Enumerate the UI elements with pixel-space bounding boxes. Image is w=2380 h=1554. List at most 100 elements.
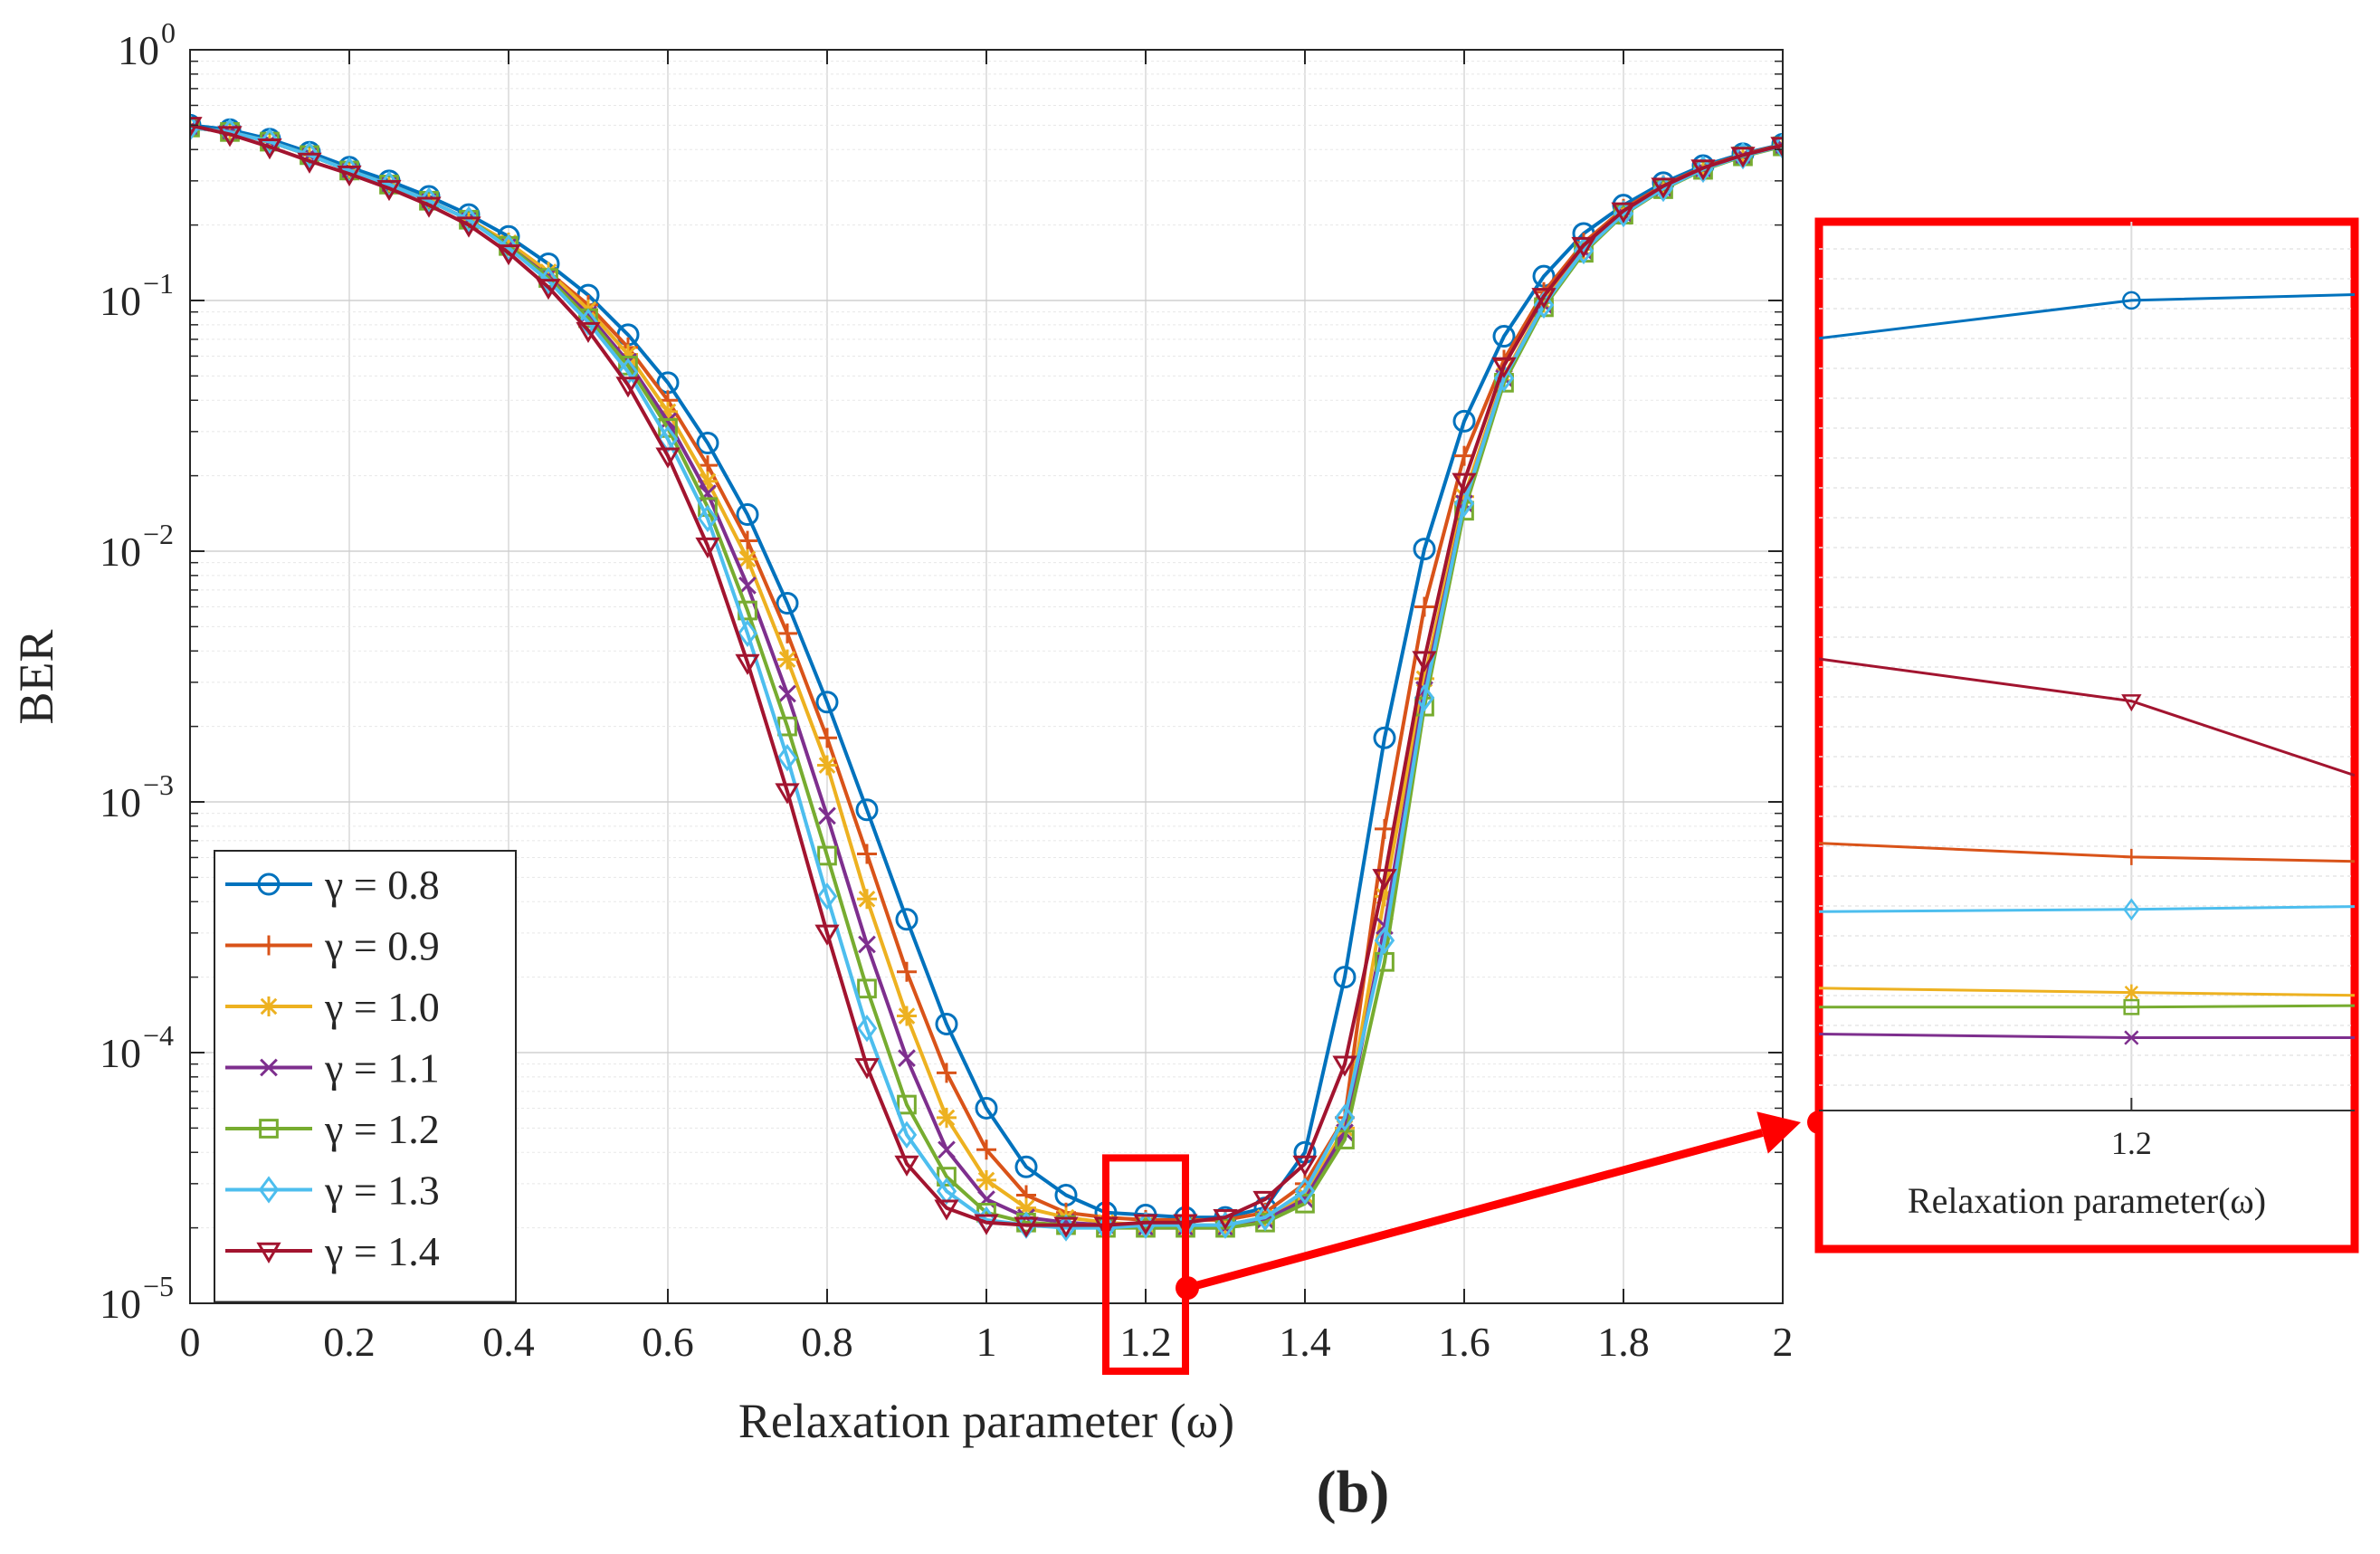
data-point (1214, 1211, 1236, 1239)
data-point (1491, 357, 1517, 378)
legend-label: γ = 1.2 (324, 1106, 440, 1152)
x-tick-label: 0 (180, 1319, 201, 1365)
legend-box (214, 850, 517, 1303)
data-point (1412, 651, 1437, 672)
data-point (695, 537, 720, 559)
y-tick-label: 10 (100, 278, 141, 324)
inset-data-point (2123, 898, 2140, 921)
inset-series-line (1819, 657, 2355, 777)
data-point (299, 141, 320, 169)
data-point (257, 138, 282, 160)
zoom-highlight-box (1102, 1154, 1189, 1375)
data-point (1333, 966, 1357, 989)
legend-entry: γ = 1.0 (225, 984, 440, 1030)
x-tick-label: 1.8 (1597, 1319, 1650, 1365)
data-point (895, 908, 919, 931)
zoom-arrow-start-dot (1176, 1276, 1199, 1301)
inset-series-line (1819, 293, 2355, 340)
data-point (1014, 1155, 1038, 1178)
data-point (190, 113, 202, 137)
data-point (736, 503, 759, 527)
data-point (1452, 409, 1476, 433)
data-point (856, 1014, 878, 1043)
data-point (1493, 364, 1515, 392)
inset-tick-label: 1.2 (2111, 1125, 2152, 1161)
inset-series-0.9 (1819, 842, 2355, 865)
legend-marker (259, 996, 279, 1016)
inset-series-1.2 (1819, 998, 2355, 1015)
data-point (1053, 1216, 1079, 1238)
series-1.4 (190, 117, 1783, 1238)
data-point (1252, 1190, 1278, 1213)
data-point (615, 377, 641, 398)
data-point (776, 592, 799, 615)
legend-label: γ = 0.9 (324, 923, 440, 969)
inset-grid (1819, 222, 2355, 1111)
y-axis-label: BER (9, 629, 63, 724)
data-point (738, 548, 757, 569)
data-point (1770, 137, 1783, 158)
y-tick-exponent: −1 (143, 267, 174, 300)
legend-label: γ = 1.1 (324, 1045, 440, 1092)
data-point (1414, 596, 1434, 617)
data-point (935, 1012, 958, 1035)
data-point (536, 279, 561, 300)
inset-data-point (2123, 848, 2140, 865)
data-point (1730, 147, 1756, 168)
data-point (1294, 1177, 1316, 1206)
y-tick-exponent: −3 (143, 768, 174, 801)
y-tick-label: 10 (118, 27, 159, 73)
data-point (458, 205, 480, 234)
data-point (1690, 159, 1716, 181)
data-point (1492, 325, 1516, 348)
data-point (337, 165, 362, 187)
data-point (498, 234, 519, 262)
data-point (1292, 1155, 1318, 1177)
data-point (896, 1120, 918, 1149)
y-tick-label: 10 (100, 529, 141, 575)
inset-frame (1814, 217, 2359, 1254)
x-tick-label: 0.4 (482, 1319, 535, 1365)
data-point (376, 179, 402, 202)
data-point (817, 728, 837, 748)
legend-marker (258, 1176, 280, 1204)
data-point (1611, 202, 1636, 224)
data-point (816, 882, 838, 910)
legend-entry: γ = 1.3 (225, 1168, 440, 1214)
x-tick-label: 0.6 (642, 1319, 694, 1365)
data-point (217, 126, 243, 148)
data-point (894, 1155, 919, 1177)
data-point (817, 755, 837, 776)
data-point (1372, 869, 1397, 891)
data-point (1531, 288, 1557, 310)
legend-marker (260, 1058, 278, 1077)
inset-data-point (2124, 1030, 2139, 1045)
data-point (854, 1058, 880, 1080)
y-tick-exponent: −2 (143, 518, 174, 550)
data-point (655, 447, 681, 469)
inset-data-point (2123, 984, 2140, 1001)
data-point (937, 1107, 957, 1128)
x-tick-label: 0.8 (801, 1319, 853, 1365)
y-tick-exponent: −5 (143, 1270, 174, 1302)
data-point (1014, 1216, 1039, 1238)
y-tick-label: 10 (100, 1281, 141, 1327)
data-point (976, 1139, 996, 1160)
data-point (737, 619, 758, 648)
x-tick-label: 1.2 (1119, 1319, 1172, 1365)
data-point (657, 424, 679, 453)
legend-entry: γ = 1.4 (225, 1228, 440, 1274)
zoom-arrow-head (1756, 1111, 1801, 1154)
inset-series-1.3 (1819, 898, 2355, 921)
data-point (697, 504, 719, 533)
legend-entry: γ = 1.2 (225, 1106, 440, 1152)
data-point (938, 1140, 956, 1159)
data-point (738, 530, 757, 551)
x-axis-label: Relaxation parameter (ω) (738, 1394, 1234, 1448)
data-point (814, 924, 840, 946)
data-point (1332, 1055, 1357, 1077)
data-point (855, 798, 879, 822)
data-point (776, 744, 798, 772)
legend: γ = 0.8 γ = 0.9 γ = 1.0 γ = 1.1 γ = 1.2 γ = 1… (214, 850, 517, 1303)
data-point (496, 244, 521, 266)
